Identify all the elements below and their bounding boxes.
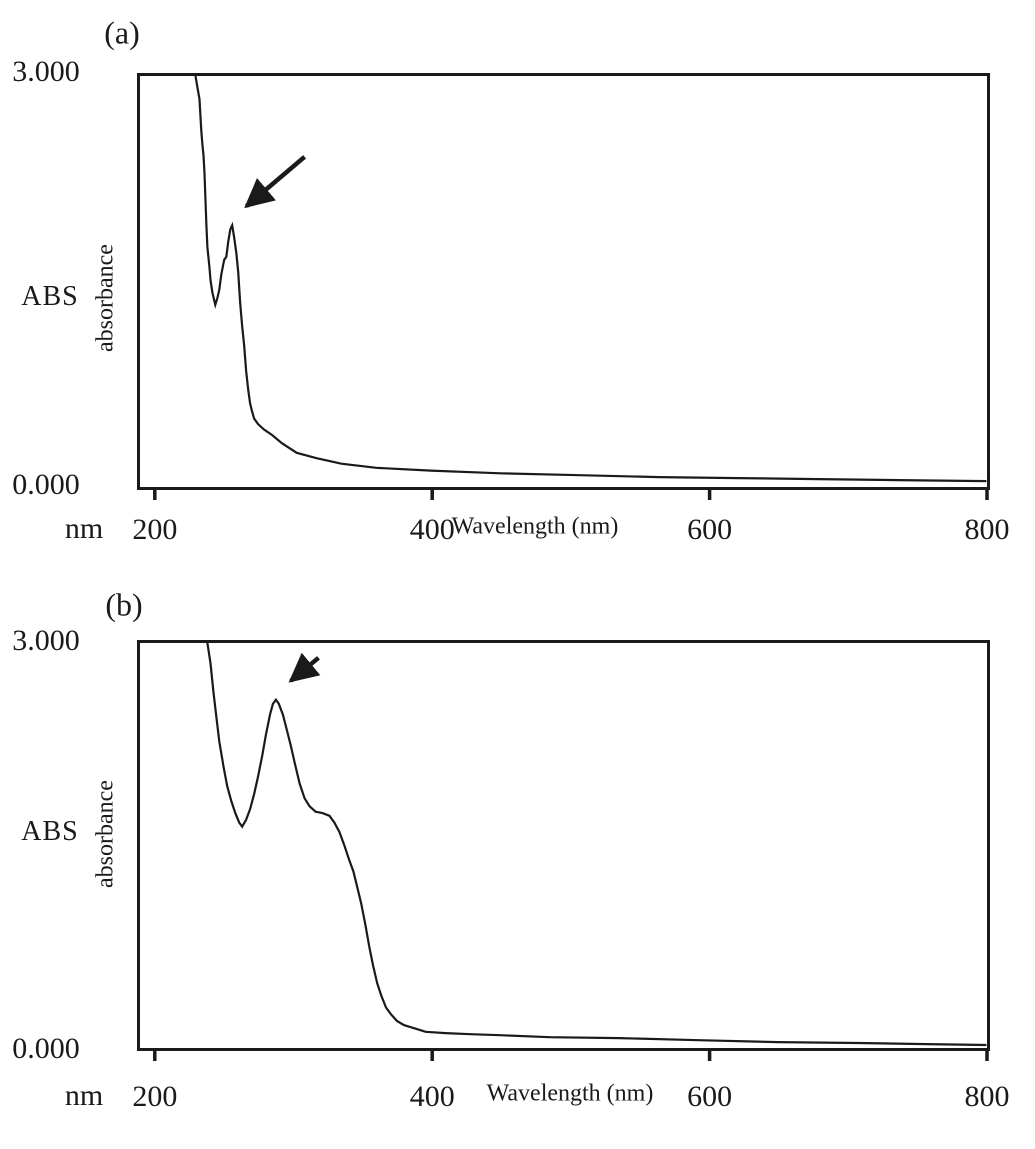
x-axis-tick-marks xyxy=(153,487,989,500)
x-tick-label: 800 xyxy=(964,1080,1010,1113)
y-axis-title: ABS xyxy=(21,281,79,312)
y-axis-min-label: 0.000 xyxy=(12,468,80,501)
x-axis-tick-marks xyxy=(153,1048,989,1061)
y-axis-max-label: 3.000 xyxy=(12,624,80,657)
spectrum-curve xyxy=(194,75,987,483)
x-tick-label: 600 xyxy=(687,513,733,546)
y-axis-min-label: 0.000 xyxy=(12,1032,80,1065)
spectrum-curve xyxy=(206,642,987,1047)
plot-frame-a xyxy=(137,73,990,500)
plot-frame-b xyxy=(137,640,990,1061)
y-axis-max-label: 3.000 xyxy=(12,55,80,88)
x-tick-label: 400 xyxy=(409,1080,455,1113)
panel-a-label: (a) xyxy=(104,14,140,51)
x-axis-unit-label: nm xyxy=(64,1079,104,1112)
x-axis-title: Wavelength (nm) xyxy=(486,1080,654,1107)
spectrum-chart-a xyxy=(153,75,989,500)
y-axis-subtitle: absorbance xyxy=(92,244,119,352)
x-axis-unit-label: nm xyxy=(64,512,104,545)
y-axis-title: ABS xyxy=(21,816,79,847)
y-axis-subtitle: absorbance xyxy=(92,780,119,888)
x-axis-title: Wavelength (nm) xyxy=(451,513,619,540)
spectrum-chart-b xyxy=(153,642,989,1061)
x-tick-label: 800 xyxy=(964,513,1010,546)
panel-b-label: (b) xyxy=(105,586,143,623)
annotation-arrow xyxy=(288,652,321,683)
x-tick-label: 600 xyxy=(687,1080,733,1113)
annotation-arrow xyxy=(244,155,307,209)
x-tick-label: 200 xyxy=(132,1080,178,1113)
x-tick-label: 200 xyxy=(132,513,178,546)
x-tick-label: 400 xyxy=(409,513,455,546)
